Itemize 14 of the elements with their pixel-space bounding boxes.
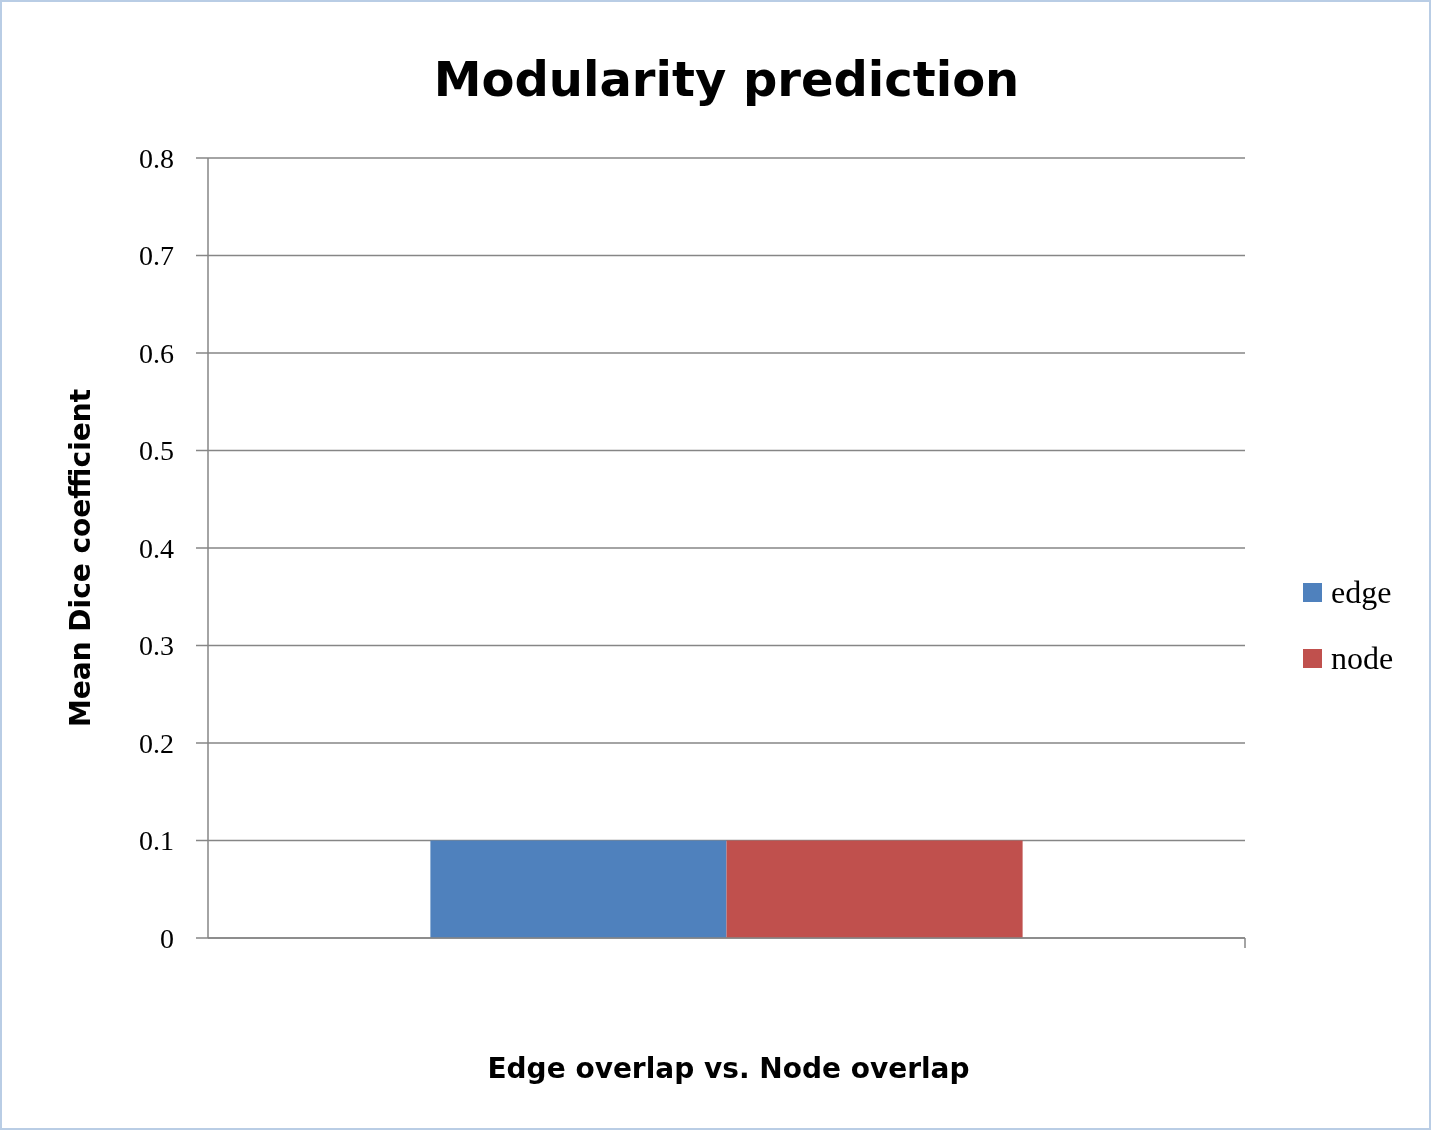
y-tick-label: 0	[160, 922, 174, 954]
y-tick-label: 0.5	[139, 435, 174, 467]
y-axis-title: Mean Dice coefficient	[64, 388, 97, 728]
legend-label: edge	[1331, 574, 1392, 611]
legend-label: node	[1331, 640, 1394, 677]
y-tick-label: 0.1	[139, 825, 174, 857]
y-tick-label: 0.2	[139, 727, 174, 759]
chart-title: Modularity prediction	[433, 51, 1020, 107]
y-tick-label: 0.8	[139, 142, 174, 174]
x-axis-title: Edge overlap vs. Node overlap	[487, 1052, 970, 1085]
y-tick-label: 0.3	[139, 630, 174, 662]
y-tick-label: 0.4	[139, 532, 174, 564]
y-tick-label: 0.7	[139, 240, 174, 272]
y-tick-label: 0.6	[139, 337, 174, 369]
